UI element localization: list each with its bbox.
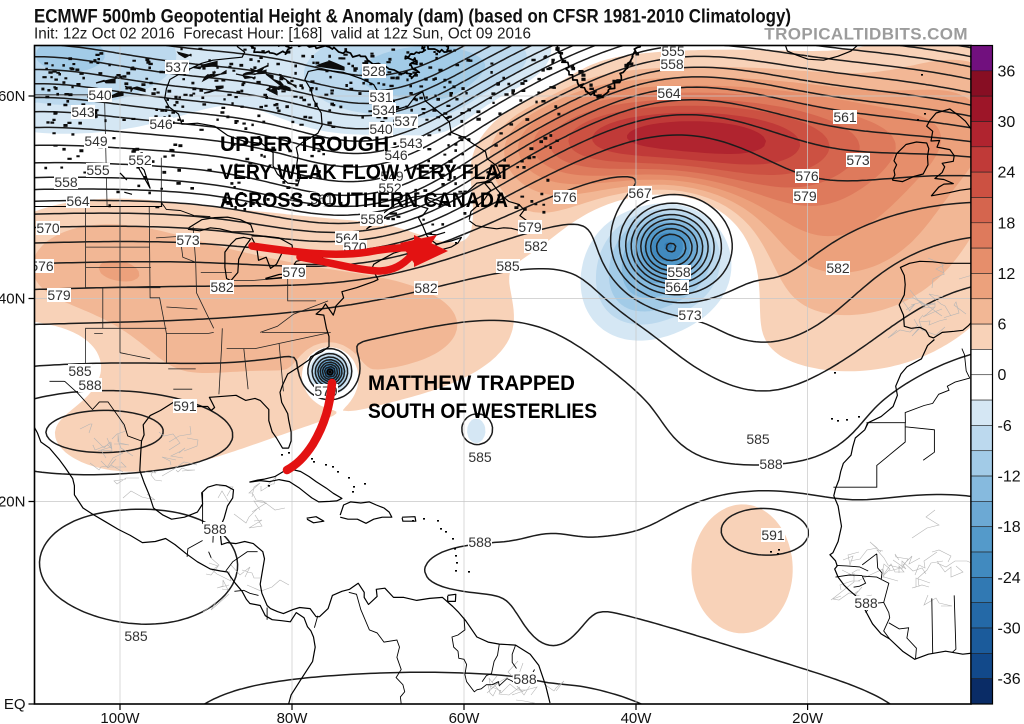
svg-text:564: 564 [657,85,681,101]
svg-text:558: 558 [667,264,691,280]
svg-text:528: 528 [362,63,386,79]
svg-text:579: 579 [793,188,817,204]
svg-text:543: 543 [399,135,423,151]
svg-text:573: 573 [678,307,702,323]
svg-text:24: 24 [998,165,1016,182]
svg-text:582: 582 [210,279,234,295]
svg-text:585: 585 [746,431,770,447]
svg-text:576: 576 [795,168,819,184]
svg-text:ACROSS SOUTHERN CANADA: ACROSS SOUTHERN CANADA [220,189,508,212]
svg-text:546: 546 [384,147,408,163]
svg-text:VERY WEAK FLOW VERY FLAT: VERY WEAK FLOW VERY FLAT [220,161,510,184]
svg-text:549: 549 [380,168,404,184]
svg-text:546: 546 [149,116,173,132]
svg-text:561: 561 [833,109,857,125]
svg-text:-36: -36 [998,671,1021,688]
svg-text:534: 534 [372,102,396,118]
svg-text:100W: 100W [100,710,140,724]
svg-text:12: 12 [998,266,1016,283]
svg-text:0: 0 [998,367,1007,384]
svg-text:573: 573 [846,152,870,168]
svg-text:567: 567 [628,185,652,201]
svg-text:558: 558 [660,56,684,72]
svg-text:555: 555 [86,162,110,178]
svg-text:558: 558 [360,211,384,227]
svg-text:18: 18 [998,215,1016,232]
svg-text:20N: 20N [0,494,26,511]
svg-text:582: 582 [414,280,438,296]
svg-text:TROPICALTIDBITS.COM: TROPICALTIDBITS.COM [764,25,968,44]
svg-text:579: 579 [518,219,542,235]
svg-text:SOUTH OF WESTERLIES: SOUTH OF WESTERLIES [368,400,597,423]
svg-text:588: 588 [854,595,878,611]
svg-text:537: 537 [165,59,189,75]
svg-text:591: 591 [761,527,785,543]
svg-text:-24: -24 [998,570,1021,587]
svg-text:579: 579 [282,264,306,280]
svg-text:585: 585 [468,449,492,465]
svg-text:MATTHEW TRAPPED: MATTHEW TRAPPED [368,372,575,395]
svg-text:ECMWF 500mb Geopotential Heigh: ECMWF 500mb Geopotential Height & Anomal… [34,7,791,28]
svg-text:60N: 60N [0,88,26,105]
svg-text:40W: 40W [621,710,653,724]
svg-text:531: 531 [369,89,393,105]
svg-text:30: 30 [998,114,1016,131]
svg-text:588: 588 [468,534,492,550]
svg-text:582: 582 [524,238,548,254]
svg-text:570: 570 [36,220,60,236]
svg-text:591: 591 [173,398,197,414]
svg-text:549: 549 [84,133,108,149]
svg-text:-6: -6 [998,418,1012,435]
svg-text:564: 564 [665,279,689,295]
svg-text:540: 540 [88,87,112,103]
svg-text:-12: -12 [998,469,1021,486]
svg-text:540: 540 [369,121,393,137]
svg-text:6: 6 [998,317,1007,334]
svg-text:40N: 40N [0,291,26,308]
svg-text:588: 588 [78,377,102,393]
svg-text:36: 36 [998,63,1016,80]
svg-text:UPPER TROUGH: UPPER TROUGH [220,133,389,156]
svg-text:543: 543 [71,104,95,120]
svg-text:576: 576 [30,258,54,274]
svg-text:552: 552 [378,180,402,196]
svg-text:20W: 20W [792,710,824,724]
svg-text:573: 573 [176,232,200,248]
svg-text:558: 558 [54,174,78,190]
svg-text:564: 564 [66,193,90,209]
svg-text:582: 582 [826,260,850,276]
svg-text:579: 579 [47,287,71,303]
svg-text:60W: 60W [449,710,481,724]
svg-text:-30: -30 [998,621,1021,638]
svg-text:585: 585 [68,363,92,379]
svg-text:Init: 12z Oct 02 2016 Forecas: Init: 12z Oct 02 2016 Forecast Hour: [16… [34,26,531,43]
svg-text:552: 552 [128,152,152,168]
svg-text:-18: -18 [998,519,1021,536]
svg-text:588: 588 [203,521,227,537]
svg-text:585: 585 [124,628,148,644]
svg-text:576: 576 [553,189,577,205]
svg-text:588: 588 [513,671,537,687]
svg-text:585: 585 [496,258,520,274]
svg-text:588: 588 [759,456,783,472]
svg-text:537: 537 [394,113,418,129]
svg-text:EQ: EQ [4,696,26,713]
svg-text:80W: 80W [277,710,309,724]
svg-text:555: 555 [661,43,685,59]
svg-text:561: 561 [310,191,334,207]
